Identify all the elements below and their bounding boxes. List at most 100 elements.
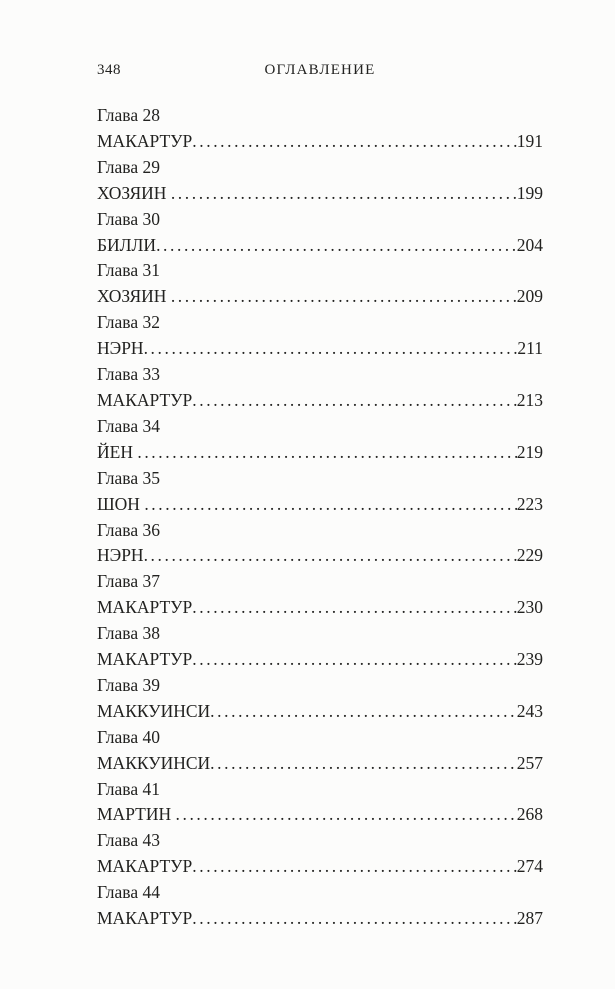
chapter-name: МАКАРТУР	[97, 908, 193, 929]
toc-entry: Глава 37 МАКАРТУР 230	[97, 569, 543, 621]
chapter-label: Глава 37	[97, 571, 160, 592]
toc-entry: Глава 28 МАКАРТУР 191	[97, 103, 543, 155]
toc-entry: Глава 35 ШОН 223	[97, 466, 543, 518]
chapter-page-number: 191	[516, 130, 543, 151]
chapter-name: МАРТИН	[97, 804, 176, 825]
dot-leader	[176, 802, 517, 828]
chapter-name: МАКАРТУР	[97, 649, 193, 670]
chapter-label: Глава 33	[97, 364, 160, 385]
toc-entry: Глава 44 МАКАРТУР 287	[97, 880, 543, 932]
chapter-page-number: 223	[516, 493, 543, 514]
chapter-page-number: 213	[516, 389, 543, 410]
toc-entry: Глава 38 МАКАРТУР 239	[97, 621, 543, 673]
toc-line: ХОЗЯИН 199	[97, 181, 543, 207]
chapter-page-number: 211	[517, 338, 543, 359]
chapter-page-number: 274	[516, 856, 543, 877]
toc-line: МАКАРТУР 274	[97, 854, 543, 880]
chapter-name: МАККУИНСИ	[97, 700, 211, 721]
dot-leader	[210, 751, 517, 777]
chapter-label: Глава 38	[97, 623, 160, 644]
toc-line: БИЛЛИ 204	[97, 233, 543, 259]
toc-entry: Глава 32 НЭРН 211	[97, 310, 543, 362]
toc-entry: Глава 34 ЙЕН 219	[97, 414, 543, 466]
page-header: 348 ОГЛАВЛЕНИЕ	[97, 62, 543, 82]
chapter-name: МАККУИНСИ	[97, 752, 211, 773]
chapter-label: Глава 39	[97, 674, 160, 695]
chapter-label: Глава 36	[97, 519, 160, 540]
dot-leader	[192, 388, 516, 414]
chapter-label: Глава 43	[97, 830, 160, 851]
chapter-name: НЭРН	[97, 545, 144, 566]
chapter-name: МАКАРТУР	[97, 597, 193, 618]
dot-leader	[192, 129, 516, 155]
chapter-page-number: 287	[516, 908, 543, 929]
chapter-label: Глава 28	[97, 105, 160, 125]
toc-entry: Глава 41 МАРТИН 268	[97, 777, 543, 829]
chapter-page-number: 243	[516, 700, 543, 721]
chapter-name: БИЛЛИ	[97, 234, 157, 255]
toc-line: МАКАРТУР 239	[97, 647, 543, 673]
toc-line: МАКАРТУР 213	[97, 388, 543, 414]
chapter-name: НЭРН	[97, 338, 144, 359]
toc-line: МАКАРТУР 230	[97, 595, 543, 621]
dot-leader	[144, 492, 516, 518]
dot-leader	[210, 699, 517, 725]
dot-leader	[171, 181, 517, 207]
chapter-label: Глава 35	[97, 467, 160, 488]
chapter-name: ЙЕН	[97, 441, 138, 462]
chapter-page-number: 257	[516, 752, 543, 773]
toc-entry: Глава 31 ХОЗЯИН 209	[97, 258, 543, 310]
chapter-page-number: 229	[516, 545, 543, 566]
chapter-page-number: 219	[516, 441, 543, 462]
chapter-label: Глава 29	[97, 156, 160, 177]
chapter-label: Глава 34	[97, 415, 160, 436]
chapter-name: ХОЗЯИН	[97, 286, 171, 307]
chapter-label: Глава 32	[97, 312, 160, 333]
toc-entries: Глава 28 МАКАРТУР 191 Глава 29 ХОЗЯИН 19…	[97, 103, 543, 932]
toc-line: ЙЕН 219	[97, 440, 543, 466]
toc-line: МАККУИНСИ 243	[97, 699, 543, 725]
chapter-label: Глава 40	[97, 726, 160, 747]
chapter-page-number: 239	[516, 649, 543, 670]
chapter-label: Глава 31	[97, 260, 160, 281]
toc-entry: Глава 33 МАКАРТУР 213	[97, 362, 543, 414]
chapter-page-number: 204	[516, 234, 543, 255]
toc-entry: Глава 36 НЭРН 229	[97, 518, 543, 570]
chapter-label: Глава 30	[97, 208, 160, 229]
dot-leader	[156, 233, 517, 259]
chapter-page-number: 209	[516, 286, 543, 307]
toc-line: МАККУИНСИ 257	[97, 751, 543, 777]
toc-line: НЭРН 229	[97, 543, 543, 569]
dot-leader	[144, 543, 517, 569]
chapter-page-number: 230	[516, 597, 543, 618]
toc-entry: Глава 43 МАКАРТУР 274	[97, 828, 543, 880]
chapter-name: ШОН	[97, 493, 145, 514]
chapter-label: Глава 44	[97, 882, 160, 903]
toc-line: МАКАРТУР 287	[97, 906, 543, 932]
chapter-name: МАКАРТУР	[97, 856, 193, 877]
dot-leader	[192, 906, 516, 932]
chapter-page-number: 199	[516, 182, 543, 203]
toc-entry: Глава 29 ХОЗЯИН 199	[97, 155, 543, 207]
chapter-label: Глава 41	[97, 778, 160, 799]
chapter-name: ХОЗЯИН	[97, 182, 171, 203]
chapter-name: МАКАРТУР	[97, 130, 193, 151]
toc-entry: Глава 39 МАККУИНСИ 243	[97, 673, 543, 725]
toc-entry: Глава 30 БИЛЛИ 204	[97, 207, 543, 259]
toc-line: МАРТИН 268	[97, 802, 543, 828]
toc-line: ШОН 223	[97, 492, 543, 518]
page-number-folio: 348	[97, 62, 121, 78]
toc-entry: Глава 40 МАККУИНСИ 257	[97, 725, 543, 777]
toc-line: НЭРН 211	[97, 336, 543, 362]
dot-leader	[171, 284, 517, 310]
chapter-name: МАКАРТУР	[97, 389, 193, 410]
dot-leader	[192, 595, 516, 621]
page-title: ОГЛАВЛЕНИЕ	[264, 62, 376, 78]
toc-line: МАКАРТУР 191	[97, 129, 543, 155]
dot-leader	[144, 336, 518, 362]
dot-leader	[192, 854, 516, 880]
chapter-page-number: 268	[516, 804, 543, 825]
dot-leader	[192, 647, 516, 673]
toc-line: ХОЗЯИН 209	[97, 284, 543, 310]
